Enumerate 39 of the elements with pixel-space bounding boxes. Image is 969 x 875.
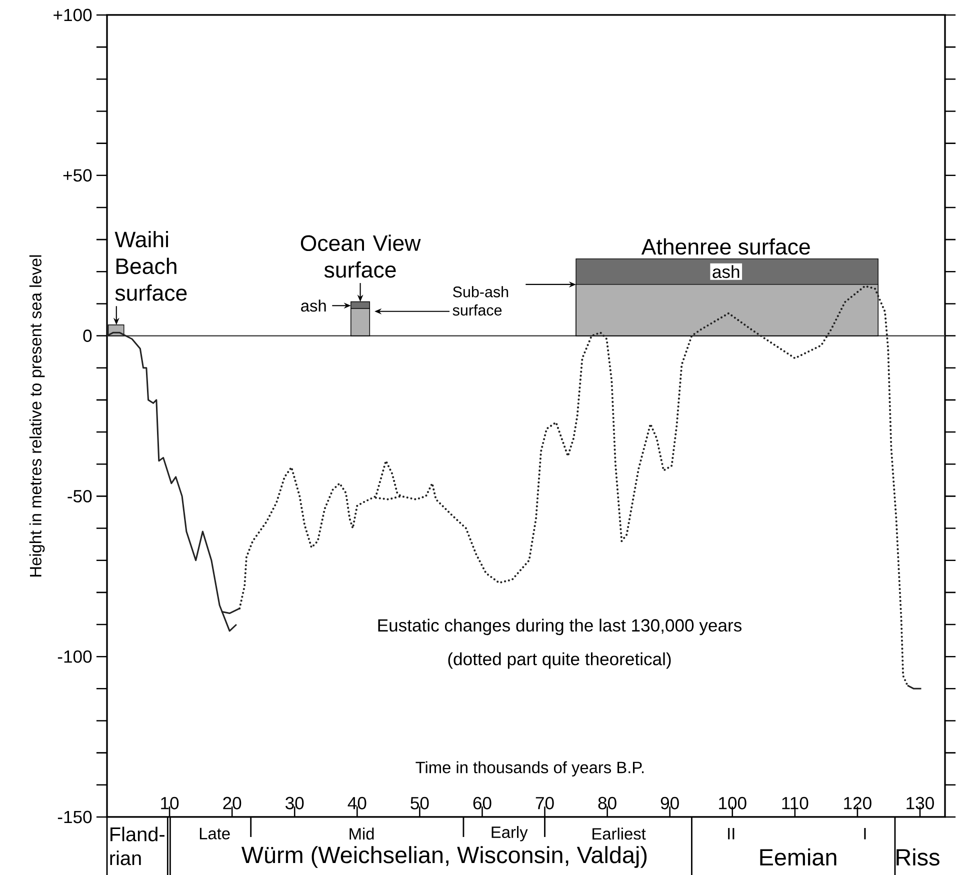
x-tick-label: 110 <box>782 796 808 810</box>
y-axis-title: Height in metres relative to present sea level <box>29 255 45 576</box>
text: Earliest <box>592 828 646 840</box>
x-tick-label: 50 <box>410 796 429 810</box>
text: Würm (Weichselian, Wisconsin, Valdaj) <box>241 846 647 868</box>
x-tick-label: 20 <box>223 796 242 810</box>
x-tick-label: 30 <box>286 796 304 810</box>
x-tick-label: 80 <box>598 796 616 810</box>
x-tick-label: 40 <box>348 796 366 810</box>
y-tick-label: +50 <box>63 169 92 182</box>
y-tick-label: -150 <box>58 810 92 824</box>
y-tick-label: +100 <box>54 8 92 22</box>
text: Riss <box>896 848 940 866</box>
text: I <box>864 828 866 840</box>
x-tick-label: 60 <box>473 796 492 810</box>
x-tick-label: 120 <box>844 796 872 810</box>
annotation: ash <box>301 300 326 312</box>
text: Eemian <box>760 848 836 866</box>
text: Early <box>492 826 528 842</box>
y-tick-label: -100 <box>58 650 92 663</box>
x-tick-label: 130 <box>906 796 934 810</box>
x-tick-label: 10 <box>161 796 179 810</box>
text: Fland-rian <box>110 826 164 866</box>
annotation: (dotted part quite theoretical) <box>448 652 671 669</box>
x-tick-label: 70 <box>536 796 554 810</box>
y-tick-label: -50 <box>68 490 92 502</box>
annotation: Waihi Beach surface <box>114 231 187 301</box>
annotation: Sub-ash surface <box>452 286 508 316</box>
annotation: ash <box>712 265 740 278</box>
annotation: Athenree surface <box>641 238 810 255</box>
annotation: Ocean View surface <box>300 234 421 278</box>
annotation: Eustatic changes during the last 130,000 years <box>378 618 742 636</box>
text: Late <box>200 828 230 840</box>
x-tick-label: 90 <box>660 796 679 810</box>
x-tick-label: 100 <box>719 796 746 810</box>
text: Mid <box>350 828 374 840</box>
y-tick-label: 0 <box>83 330 92 342</box>
x-axis-title: Time in thousands of years B.P. <box>416 761 644 777</box>
text: II <box>728 828 734 840</box>
